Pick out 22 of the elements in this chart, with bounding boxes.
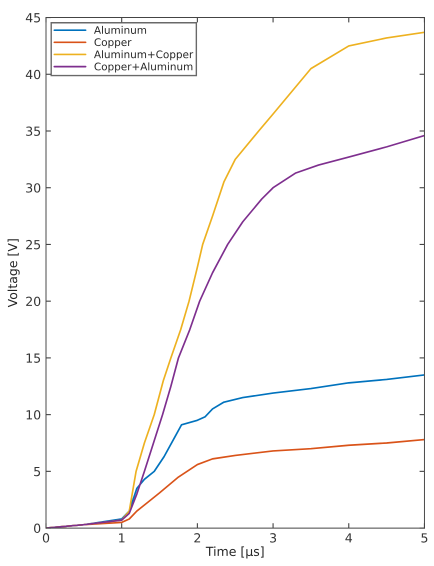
x-axis-title: Time [µs] bbox=[206, 546, 264, 559]
x-tick-label: 5 bbox=[421, 533, 428, 543]
legend-label: Aluminum bbox=[94, 26, 146, 34]
y-tick-label: 0 bbox=[34, 524, 40, 534]
x-tick-label: 2 bbox=[194, 533, 200, 542]
y-tick-label: 30 bbox=[26, 183, 40, 193]
y-tick-label: 40 bbox=[26, 70, 40, 80]
legend-label: Copper bbox=[94, 38, 132, 48]
y-tick-label: 5 bbox=[34, 466, 40, 476]
y-tick-label: 20 bbox=[26, 296, 40, 306]
y-tick-label: 45 bbox=[26, 13, 40, 22]
y-tick-label: 10 bbox=[26, 410, 40, 420]
y-tick-label: 25 bbox=[26, 240, 40, 250]
y-axis-title: Voltage [V] bbox=[8, 239, 20, 308]
x-tick-label: 3 bbox=[270, 533, 276, 543]
x-tick-label: 0 bbox=[42, 533, 50, 543]
y-tick-label: 15 bbox=[26, 354, 40, 363]
x-tick-label: 1 bbox=[119, 533, 125, 542]
legend-label: Copper+Aluminum bbox=[94, 62, 192, 72]
legend-label: Aluminum+Copper bbox=[94, 50, 194, 60]
y-tick-label: 35 bbox=[26, 126, 40, 136]
x-tick-label: 4 bbox=[345, 533, 352, 542]
